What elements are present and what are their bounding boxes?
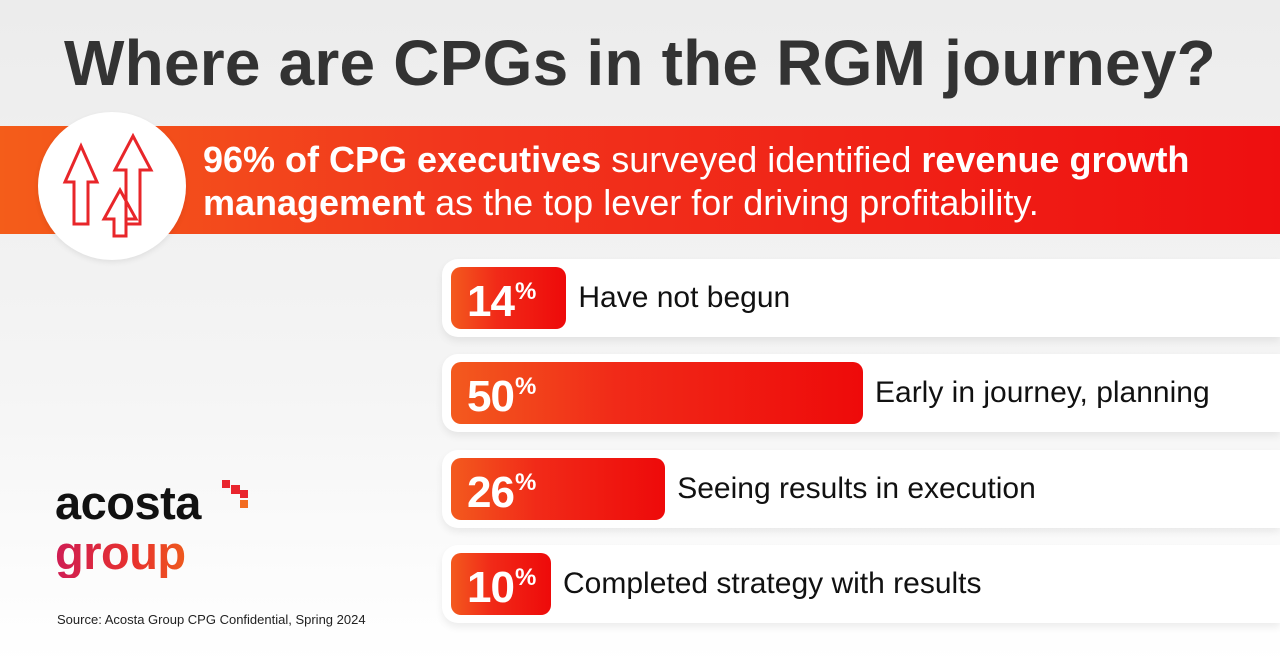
logo-pixel-mark-icon (222, 480, 248, 508)
bar-value-label: 10% (467, 557, 536, 619)
logo-line1: acosta (55, 476, 201, 529)
bar-value-unit: % (514, 373, 536, 400)
banner-text: 96% of CPG executives surveyed identifie… (203, 138, 1271, 224)
bar-fill: 26% (451, 458, 666, 520)
source-note: Source: Acosta Group CPG Confidential, S… (57, 612, 366, 627)
bar-value-label: 26% (467, 462, 536, 524)
bar-fill: 14% (451, 267, 567, 329)
rising-arrows-icon (62, 132, 154, 238)
bar-value-label: 14% (467, 271, 536, 333)
icon-badge (38, 112, 186, 260)
bar-value-number: 50 (467, 372, 515, 421)
bar-row: 50% Early in journey, planning (442, 354, 1280, 432)
headline-banner: 96% of CPG executives surveyed identifie… (0, 126, 1280, 234)
bar-value-unit: % (514, 278, 536, 305)
bar-value-unit: % (514, 469, 536, 496)
banner-highlight: revenue growth management (203, 139, 1190, 223)
bar-category-label: Seeing results in execution (677, 472, 1036, 505)
bar-category-label: Completed strategy with results (563, 567, 982, 600)
page-title: Where are CPGs in the RGM journey? (64, 27, 1216, 99)
logo-line2: group (55, 528, 201, 578)
banner-stat: 96% of CPG executives (203, 139, 602, 180)
bar-category-label: Have not begun (578, 281, 791, 314)
bar-fill: 50% (451, 362, 863, 424)
bar-row: 10% Completed strategy with results (442, 545, 1280, 623)
banner-text-part4: as the top lever for driving profitabili… (425, 182, 1039, 223)
bar-value-unit: % (514, 564, 536, 591)
bar-fill: 10% (451, 553, 551, 615)
acosta-group-logo: acosta group (55, 478, 201, 578)
bar-row: 26% Seeing results in execution (442, 450, 1280, 528)
bar-row: 14% Have not begun (442, 259, 1280, 337)
bar-value-number: 10 (467, 563, 515, 612)
bar-category-label: Early in journey, planning (875, 376, 1210, 409)
bar-value-number: 26 (467, 468, 515, 517)
bar-value-number: 14 (467, 277, 515, 326)
bar-value-label: 50% (467, 366, 536, 428)
banner-text-part2: surveyed identified (601, 139, 922, 180)
